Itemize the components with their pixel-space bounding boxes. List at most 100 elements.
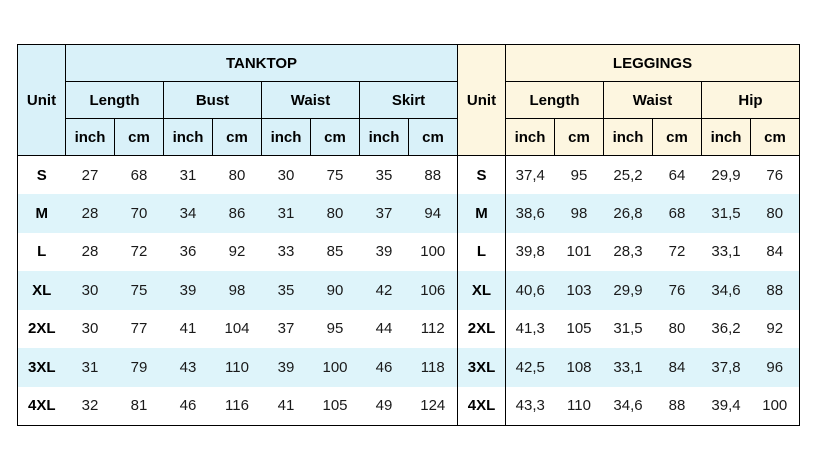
value-cell: 41 (179, 320, 197, 338)
value-cell: 29,9 (613, 281, 643, 299)
value-cell: 28 (81, 204, 99, 222)
value-cell: 33,1 (613, 358, 643, 376)
value-cell: 29,9 (711, 166, 741, 184)
value-cell: 31,5 (613, 320, 643, 338)
table-row: XL 30 75 39 98 35 90 42 106 XL 40,6 103 … (17, 271, 800, 310)
value-cell: 86 (228, 204, 246, 222)
value-cell: 110 (567, 397, 591, 414)
size-label: L (37, 243, 47, 261)
value-cell: 32 (81, 397, 99, 414)
value-cell: 98 (570, 204, 588, 222)
value-cell: 72 (130, 243, 148, 261)
value-cell: 26,8 (613, 204, 643, 222)
value-cell: 31 (277, 204, 295, 222)
value-cell: 27 (81, 166, 99, 184)
unit-subheader: cm (750, 118, 800, 156)
leggings-col-hip: Hip (701, 81, 800, 119)
value-cell: 28 (81, 243, 99, 261)
value-cell: 79 (130, 358, 148, 376)
value-cell: 88 (766, 281, 784, 299)
value-cell: 43 (179, 358, 197, 376)
value-cell: 88 (424, 166, 442, 184)
value-cell: 46 (375, 358, 393, 376)
value-cell: 90 (326, 281, 344, 299)
value-cell: 116 (225, 397, 249, 414)
table-row: 2XL 30 77 41 104 37 95 44 112 2XL 41,3 1… (18, 309, 800, 348)
value-cell: 49 (375, 397, 393, 414)
value-cell: 31 (179, 166, 197, 184)
value-cell: 100 (762, 397, 788, 414)
value-cell: 77 (130, 320, 148, 338)
value-cell: 39 (179, 281, 197, 299)
size-label: 4XL (27, 397, 56, 414)
value-cell: 68 (668, 204, 686, 222)
size-label: 2XL (27, 320, 56, 338)
value-cell: 37 (375, 204, 393, 222)
value-cell: 25,2 (613, 166, 643, 184)
value-cell: 35 (277, 281, 295, 299)
value-cell: 75 (130, 281, 148, 299)
value-cell: 80 (668, 320, 686, 338)
value-cell: 95 (570, 166, 588, 184)
value-cell: 88 (668, 397, 686, 414)
value-cell: 103 (566, 281, 592, 299)
unit-subheader-row: inch cm inch cm inch cm inch cm inch cm … (18, 118, 800, 156)
value-cell: 94 (424, 204, 442, 222)
value-cell: 105 (322, 397, 348, 414)
tanktop-col-waist: Waist (261, 81, 360, 119)
value-cell: 34,6 (711, 281, 741, 299)
size-label: XL (457, 271, 506, 310)
value-cell: 30 (81, 320, 99, 338)
value-cell: 37,8 (711, 358, 741, 376)
size-label: S (36, 166, 47, 184)
value-cell: 36,2 (711, 320, 741, 338)
tanktop-col-skirt: Skirt (359, 81, 458, 119)
value-cell: 76 (766, 166, 784, 184)
value-cell: 72 (668, 243, 686, 261)
value-cell: 41 (277, 397, 295, 414)
unit-subheader: cm (212, 118, 262, 156)
size-label: L (457, 232, 506, 271)
unit-subheader: inch (603, 118, 653, 156)
size-chart: Unit TANKTOP Unit LEGGINGS Length Bust W… (17, 44, 800, 426)
value-cell: 36 (179, 243, 197, 261)
value-cell: 104 (224, 320, 250, 338)
value-cell: 31 (81, 358, 99, 376)
value-cell: 37 (277, 320, 295, 338)
value-cell: 112 (420, 320, 445, 338)
unit-subheader: inch (701, 118, 751, 156)
unit-subheader: inch (261, 118, 311, 156)
size-label: M (457, 194, 506, 233)
value-cell: 80 (766, 204, 784, 222)
tanktop-unit-header: Unit (17, 44, 66, 156)
size-label: S (457, 155, 506, 194)
value-cell: 80 (228, 166, 246, 184)
value-cell: 64 (668, 166, 686, 184)
size-label: 2XL (457, 309, 506, 348)
value-cell: 43,3 (515, 397, 545, 414)
value-cell: 101 (566, 243, 592, 261)
value-cell: 33 (277, 243, 295, 261)
size-label: 4XL (457, 386, 506, 425)
size-chart-table: Unit TANKTOP Unit LEGGINGS Length Bust W… (17, 44, 800, 426)
tanktop-section-title: TANKTOP (65, 44, 458, 82)
value-cell: 35 (375, 166, 393, 184)
value-cell: 39,8 (515, 243, 545, 261)
leggings-unit-header: Unit (457, 44, 506, 156)
value-cell: 42,5 (515, 358, 545, 376)
value-cell: 100 (420, 243, 446, 261)
value-cell: 39 (277, 358, 295, 376)
unit-subheader: inch (505, 118, 555, 156)
value-cell: 110 (225, 358, 249, 376)
unit-subheader: cm (114, 118, 164, 156)
value-cell: 105 (566, 320, 592, 338)
value-cell: 81 (130, 397, 148, 414)
unit-subheader: inch (359, 118, 409, 156)
leggings-section-title: LEGGINGS (505, 44, 800, 82)
value-cell: 31,5 (711, 204, 741, 222)
value-cell: 34 (179, 204, 197, 222)
table-row: 4XL 32 81 46 116 41 105 49 124 4XL 43,3 … (18, 386, 800, 425)
value-cell: 30 (81, 281, 99, 299)
value-cell: 84 (766, 243, 784, 261)
measurement-header-row: Length Bust Waist Skirt Length Waist Hip (18, 81, 800, 119)
